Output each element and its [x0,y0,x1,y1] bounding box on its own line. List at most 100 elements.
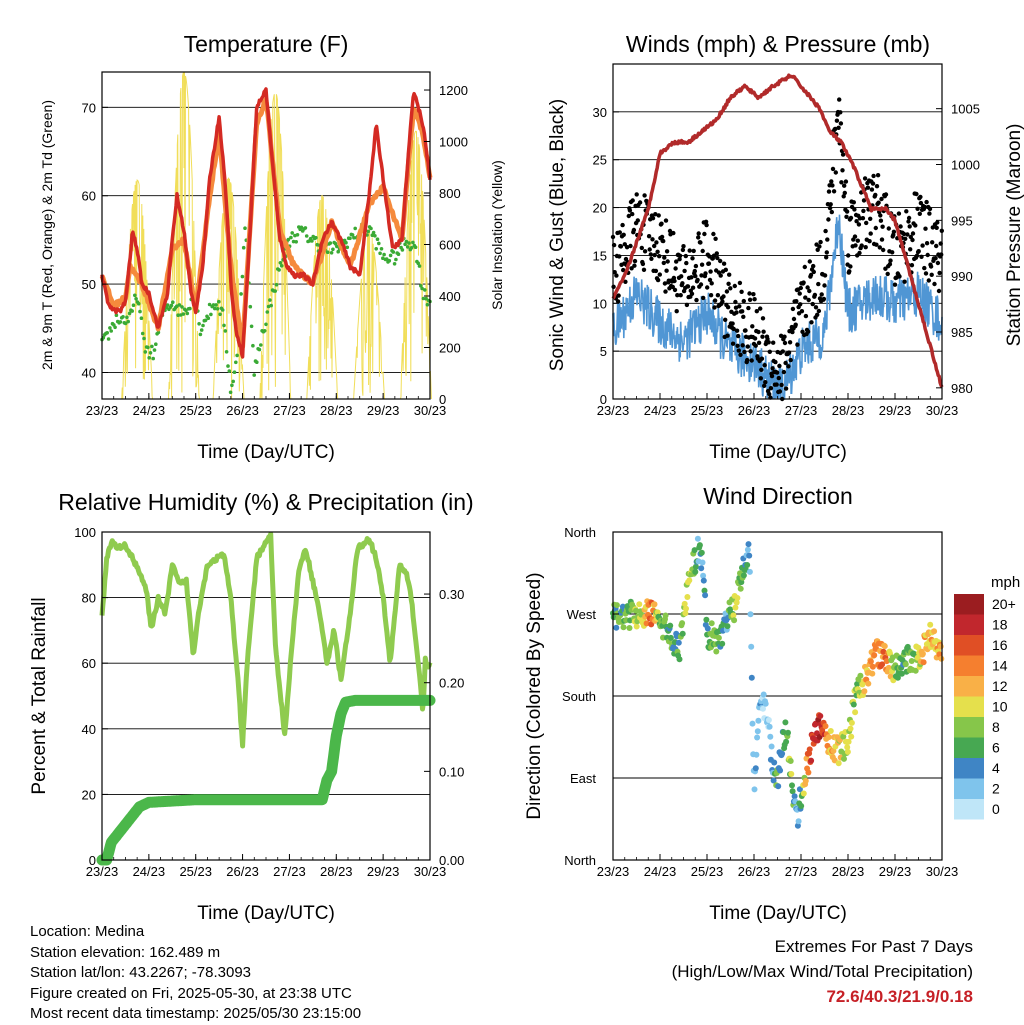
wind-direction-point [686,577,693,584]
wind-direction-point [696,542,703,549]
wdir-xtick-label: 30/23 [926,864,959,879]
gust-point [917,211,922,216]
gust-point [829,209,834,215]
rh-xtick-label: 26/23 [226,864,259,879]
gust-point [667,228,673,234]
gust-point [875,173,881,178]
gust-point [791,316,797,322]
wind-direction-point [620,624,627,631]
gust-point [737,304,742,309]
gust-point [680,281,685,286]
dewpoint-point [176,313,180,318]
gust-point [934,225,939,230]
gust-point [886,226,891,231]
wind-direction-point [702,592,709,599]
dewpoint-point [142,336,146,341]
gust-point [702,231,707,237]
gust-point [727,272,732,277]
gust-point [642,193,647,198]
gust-point [738,352,743,357]
dewpoint-point [143,350,148,354]
wind-direction-axes: 23/23 24/23 25/23 26/23 27/23 28/23 29/23 30/23… [562,525,958,879]
station-info: Location: Medina Station elevation: 162.… [30,922,361,1025]
wind-direction-point [880,648,887,655]
gust-point [705,285,710,290]
gust-point [698,282,704,287]
wind-direction-point [667,634,674,641]
gust-point [674,259,679,264]
gust-point [923,271,929,276]
gust-point [737,280,743,286]
gust-point [759,367,764,372]
gust-point [816,308,822,314]
dewpoint-point [138,309,142,314]
wind-direction-point [713,648,720,655]
precipitation-line [96,694,436,866]
gust-point [659,234,665,240]
temperature-title: Temperature (F) [184,31,349,57]
winds-title: Winds (mph) & Pressure (mb) [626,31,930,57]
gust-point [712,298,718,303]
gust-point [687,248,692,253]
dewpoint-point [243,226,247,230]
legend-label: 20+ [992,596,1016,612]
wind-direction-point [794,822,801,829]
gust-point [767,391,772,397]
dewpoint-point [133,293,137,298]
gust-point [653,212,658,217]
gust-point [854,219,859,224]
gust-point [696,231,701,236]
temperature-series [99,72,433,400]
gust-point [811,263,816,269]
gust-point [924,199,929,205]
gust-point [919,254,924,259]
wind-ytick-right-label: 980 [951,381,973,396]
gust-point [859,243,864,248]
gust-point [774,370,780,375]
winds-ylabel-right: Station Pressure (Maroon) [1004,124,1024,347]
wind-direction-point [795,818,802,825]
gust-point [933,256,938,261]
gust-point [812,292,818,298]
legend-label: 16 [992,637,1008,653]
legend-swatch [954,594,984,615]
gust-point [690,256,695,261]
gust-point [877,245,882,250]
gust-point [762,383,767,388]
gust-point [731,326,736,332]
dewpoint-point [369,226,373,231]
gust-point [703,219,709,224]
gust-point [927,211,932,216]
temp-xtick-label: 29/23 [367,403,400,418]
dewpoint-point [228,390,233,395]
winds-xlabel: Time (Day/UTC) [709,442,847,463]
gust-point [906,215,912,221]
gust-point [839,180,844,185]
wind-direction-point [749,720,756,727]
gust-point [689,291,695,296]
dewpoint-point [352,236,356,240]
dewpoint-point [224,350,229,354]
gust-point [664,249,670,254]
dewpoint-point [148,351,153,355]
dewpoint-point [226,364,230,368]
winds-ylabel-left: Sonic Wind & Gust (Blue, Black) [547,99,568,371]
gust-point [848,264,853,269]
gust-point [824,255,829,260]
gust-point [752,336,758,341]
gust-point [888,258,893,263]
wind-ytick-label: 15 [593,248,607,263]
temp-ytick-label: 40 [82,365,96,380]
dewpoint-point [274,282,279,287]
wind-direction-point [730,612,737,619]
gust-point [901,231,907,237]
gust-point [778,333,784,338]
dewpoint-point [249,324,254,329]
gust-point [910,231,916,236]
legend-label: 0 [992,801,1000,817]
temp-ytick-label: 70 [82,100,96,115]
gust-point [841,194,846,199]
wind-direction-point [841,755,847,762]
gust-point [621,232,626,237]
